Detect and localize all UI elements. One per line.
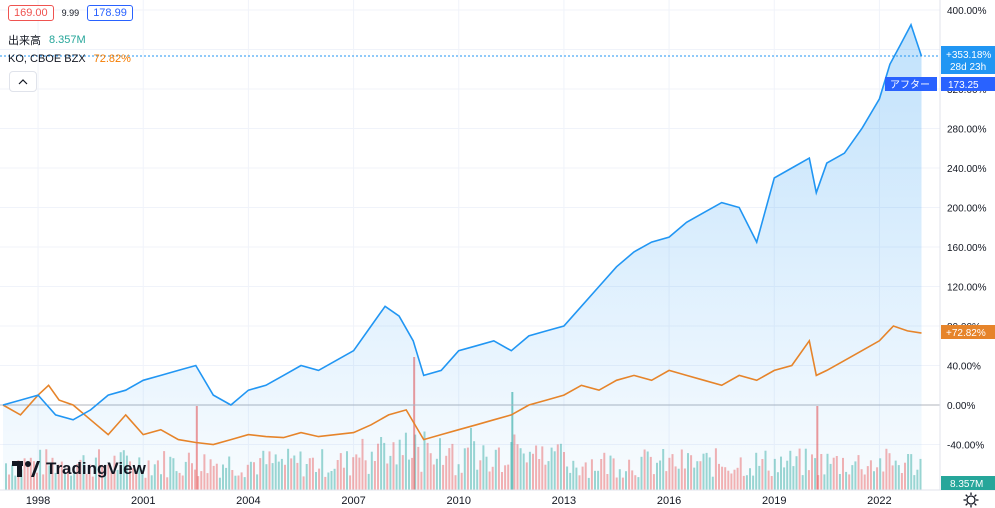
volume-legend-row: 出来高 8.357M — [8, 32, 86, 48]
tradingview-logo-text: TradingView — [46, 459, 146, 478]
tradingview-logo[interactable]: TradingView — [12, 459, 146, 479]
compare-pct-badge: +72.82% — [941, 325, 995, 339]
x-tick-label: 2001 — [131, 495, 155, 507]
x-tick-label: 2022 — [867, 495, 891, 507]
compare-label[interactable]: KO, CBOE BZX — [8, 53, 86, 65]
volume-badge: 8.357M — [941, 476, 995, 490]
chevron-up-icon — [18, 78, 28, 84]
x-tick-label: 1998 — [26, 495, 50, 507]
after-hours-price: 173.25 — [948, 80, 979, 91]
volume-label: 出来高 — [8, 34, 41, 47]
main-series-area — [3, 24, 922, 491]
gear-icon[interactable] — [963, 492, 979, 508]
y-tick-label: 400.00% — [947, 6, 987, 17]
legend-collapse-button[interactable] — [9, 71, 37, 92]
x-tick-label: 2016 — [657, 495, 681, 507]
after-hours-label: アフター — [890, 79, 930, 91]
x-tick-label: 2013 — [552, 495, 576, 507]
y-tick-label: 40.00% — [947, 362, 981, 373]
x-tick-label: 2007 — [341, 495, 365, 507]
y-tick-label: 120.00% — [947, 283, 987, 294]
price-low-box[interactable]: 169.00 — [8, 5, 54, 21]
time-axis[interactable]: 1998 2001 2004 2007 2010 2013 2016 2019 2022 — [26, 495, 892, 507]
y-tick-label: 240.00% — [947, 164, 987, 175]
compare-pct-text: +72.82% — [946, 328, 986, 339]
y-tick-label: 200.00% — [947, 204, 987, 215]
main-countdown-text: 28d 23h — [950, 62, 986, 73]
y-tick-label: 280.00% — [947, 125, 987, 136]
compare-value: 72.82% — [93, 53, 131, 65]
y-tick-label: -40.00% — [947, 441, 984, 452]
tradingview-logo-icon — [12, 461, 40, 477]
x-tick-label: 2010 — [446, 495, 470, 507]
x-tick-label: 2004 — [236, 495, 260, 507]
x-tick-label: 2019 — [762, 495, 786, 507]
volume-badge-text: 8.357M — [950, 479, 983, 490]
price-legend-row: 169.00 9.99 178.99 — [8, 5, 133, 21]
compare-series-line — [2, 325, 922, 446]
main-pct-text: +353.18% — [946, 50, 991, 61]
price-high-box[interactable]: 178.99 — [87, 5, 133, 21]
main-pct-badge: +353.18% 28d 23h — [941, 46, 995, 74]
after-hours-badge: アフター 173.25 — [885, 77, 995, 91]
y-tick-label: 160.00% — [947, 243, 987, 254]
main-series-line — [2, 22, 923, 421]
price-step: 9.99 — [61, 8, 80, 18]
volume-value: 8.357M — [49, 34, 86, 46]
y-tick-label: 0.00% — [947, 401, 975, 412]
compare-legend-row: KO, CBOE BZX 72.82% — [8, 53, 131, 65]
